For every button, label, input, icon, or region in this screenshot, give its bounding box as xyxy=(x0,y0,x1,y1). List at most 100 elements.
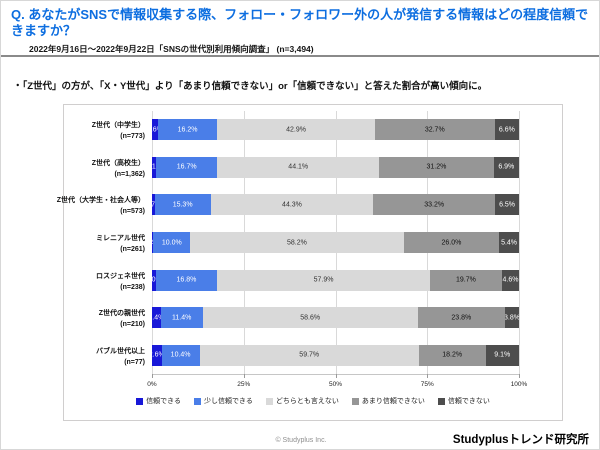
category-label: ミレニアル世代 (n=261) xyxy=(96,235,145,253)
segment-value-label: 10.4% xyxy=(170,351,191,359)
bar-segment: 6.9% xyxy=(493,156,519,178)
bar-segment: 6.5% xyxy=(495,194,519,216)
segment-value-label: 15.3% xyxy=(172,201,193,209)
bar-row: 2.4% 11.4% 58.6% 23.8% 3.8% xyxy=(152,307,519,329)
bar-row: 2.6% 10.4% 59.7% 18.2% 9.1% xyxy=(152,344,519,366)
segment-value-label: 42.9% xyxy=(286,126,306,134)
bar-row: 0.7% 15.3% 44.3% 33.2% 6.5% xyxy=(152,194,519,216)
legend-swatch-icon xyxy=(351,397,359,405)
segment-value-label: 16.7% xyxy=(176,163,197,171)
header-divider xyxy=(1,55,599,57)
legend-item: 信頼できない xyxy=(437,396,490,406)
segment-value-label: 18.2% xyxy=(442,351,463,359)
bar-segment: 0.7% xyxy=(152,194,155,216)
segment-value-label: 26.0% xyxy=(441,239,462,246)
segment-value-label: 10.0% xyxy=(161,239,182,246)
segment-value-label: 6.6% xyxy=(498,126,515,134)
brand-name: Studyplusトレンド研究所 xyxy=(452,434,589,446)
x-axis-tick-label: 25% xyxy=(237,381,251,388)
segment-value-label: 1.1% xyxy=(152,163,156,171)
axis-tick xyxy=(243,374,245,378)
bar-segment: 2.6% xyxy=(152,344,162,366)
bar-segment: 57.9% xyxy=(217,269,430,291)
legend-label: 信頼できない xyxy=(447,398,490,405)
segment-value-label: 19.7% xyxy=(455,276,476,284)
segment-value-label: 6.5% xyxy=(499,201,516,209)
segment-value-label: 0.4% xyxy=(152,239,153,246)
bar-segment: 11.4% xyxy=(160,307,203,329)
axis-tick xyxy=(152,374,153,378)
bar-segment: 32.7% xyxy=(374,119,495,141)
bar-segment: 42.9% xyxy=(217,119,375,141)
bar-segment: 5.4% xyxy=(499,232,519,253)
segment-value-label: 2.4% xyxy=(152,314,161,322)
bar-segment: 19.7% xyxy=(429,269,503,291)
legend: 信頼できる 少し信頼できる どちらとも言えない あまり信頼できない 信頼できない xyxy=(64,396,562,406)
bar-segment: 3.8% xyxy=(505,307,519,329)
segment-value-label: 16.8% xyxy=(176,276,197,284)
gridline xyxy=(519,111,520,374)
bar-segment: 10.0% xyxy=(153,232,191,253)
bar-row: 1.1% 16.7% 44.1% 31.2% 6.9% xyxy=(152,156,519,178)
copyright: © Studyplus Inc. xyxy=(275,437,327,444)
key-finding-note: ・「Z世代」の方が、「X・Y世代」より「あまり信頼できない」or「信頼できない」… xyxy=(13,81,488,92)
segment-value-label: 4.6% xyxy=(502,276,519,284)
segment-value-label: 23.8% xyxy=(451,314,472,322)
bar-segment: 44.3% xyxy=(210,194,374,216)
legend-item: 少し信頼できる xyxy=(194,396,253,406)
category-label: ロスジェネ世代 (n=238) xyxy=(96,272,145,291)
legend-item: どちらとも言えない xyxy=(265,396,339,406)
legend-label: 信頼できる xyxy=(146,398,181,405)
legend-label: あまり信頼できない xyxy=(361,398,425,405)
segment-value-label: 58.6% xyxy=(300,314,321,322)
segment-value-label: 44.3% xyxy=(282,201,302,209)
bar-segment: 10.4% xyxy=(161,344,200,366)
category-label: Z世代（高校生） (n=1,362) xyxy=(91,159,145,178)
bar-segment: 58.2% xyxy=(190,232,404,253)
bar-segment: 1.6% xyxy=(152,119,158,141)
x-axis-tick-label: 100% xyxy=(510,381,528,388)
bar-segment: 9.1% xyxy=(485,344,519,366)
segment-value-label: 31.2% xyxy=(426,163,447,171)
bar-segment: 1.1% xyxy=(152,156,157,178)
bar-segment: 33.2% xyxy=(373,194,496,216)
chart-container: Z世代（中学生）(n=773) 1.6% 16.2% 42.9% 32.7% 6.6% Z世… xyxy=(57,104,563,421)
bar-segment: 4.6% xyxy=(502,269,519,291)
bar-segment: 31.2% xyxy=(379,156,494,178)
segment-value-label: 3.8% xyxy=(505,314,519,322)
legend-item: 信頼できる xyxy=(136,396,181,406)
axis-tick xyxy=(427,374,429,378)
axis-tick xyxy=(335,374,337,378)
segment-value-label: 1.6% xyxy=(152,126,158,134)
legend-label: 少し信頼できる xyxy=(204,398,253,405)
segment-value-label: 0.7% xyxy=(152,201,155,208)
segment-value-label: 9.1% xyxy=(494,351,511,359)
survey-subtitle: 2022年9月16日～2022年9月22日「SNSの世代別利用傾向調査」 (n=… xyxy=(29,44,314,55)
segment-value-label: 59.7% xyxy=(299,351,320,359)
category-label: Z世代の親世代 (n=210) xyxy=(98,310,145,329)
bar-segment: 59.7% xyxy=(199,344,419,366)
category-label: Z世代（大学生・社会人等） (n=573) xyxy=(56,197,145,216)
bar-segment: 44.1% xyxy=(217,156,380,178)
x-axis-tick-label: 50% xyxy=(328,381,343,388)
bar-segment: 16.8% xyxy=(155,269,218,291)
bar-row: 1.0% 16.8% 57.9% 19.7% 4.6% xyxy=(152,269,519,291)
x-axis-tick-label: 0% xyxy=(147,381,157,388)
segment-value-label: 1.0% xyxy=(152,276,156,284)
bar-segment: 0.4% xyxy=(152,232,154,253)
legend-label: どちらとも言えない xyxy=(275,398,339,405)
segment-value-label: 6.9% xyxy=(498,163,515,171)
bar-segment: 15.3% xyxy=(154,194,211,216)
category-label: バブル世代以上 (n=77) xyxy=(96,347,145,366)
legend-swatch-icon xyxy=(194,397,201,405)
segment-value-label: 33.2% xyxy=(424,201,445,209)
bar-segment: 2.4% xyxy=(152,307,161,329)
bar-segment: 58.6% xyxy=(202,307,418,329)
category-label: Z世代（中学生） (n=773) xyxy=(91,122,145,141)
x-axis-tick-label: 75% xyxy=(420,381,434,388)
bar-segment: 23.8% xyxy=(417,307,506,329)
segment-value-label: 11.4% xyxy=(172,314,192,322)
legend-swatch-icon xyxy=(136,397,144,405)
bar-segment: 6.6% xyxy=(494,119,519,141)
